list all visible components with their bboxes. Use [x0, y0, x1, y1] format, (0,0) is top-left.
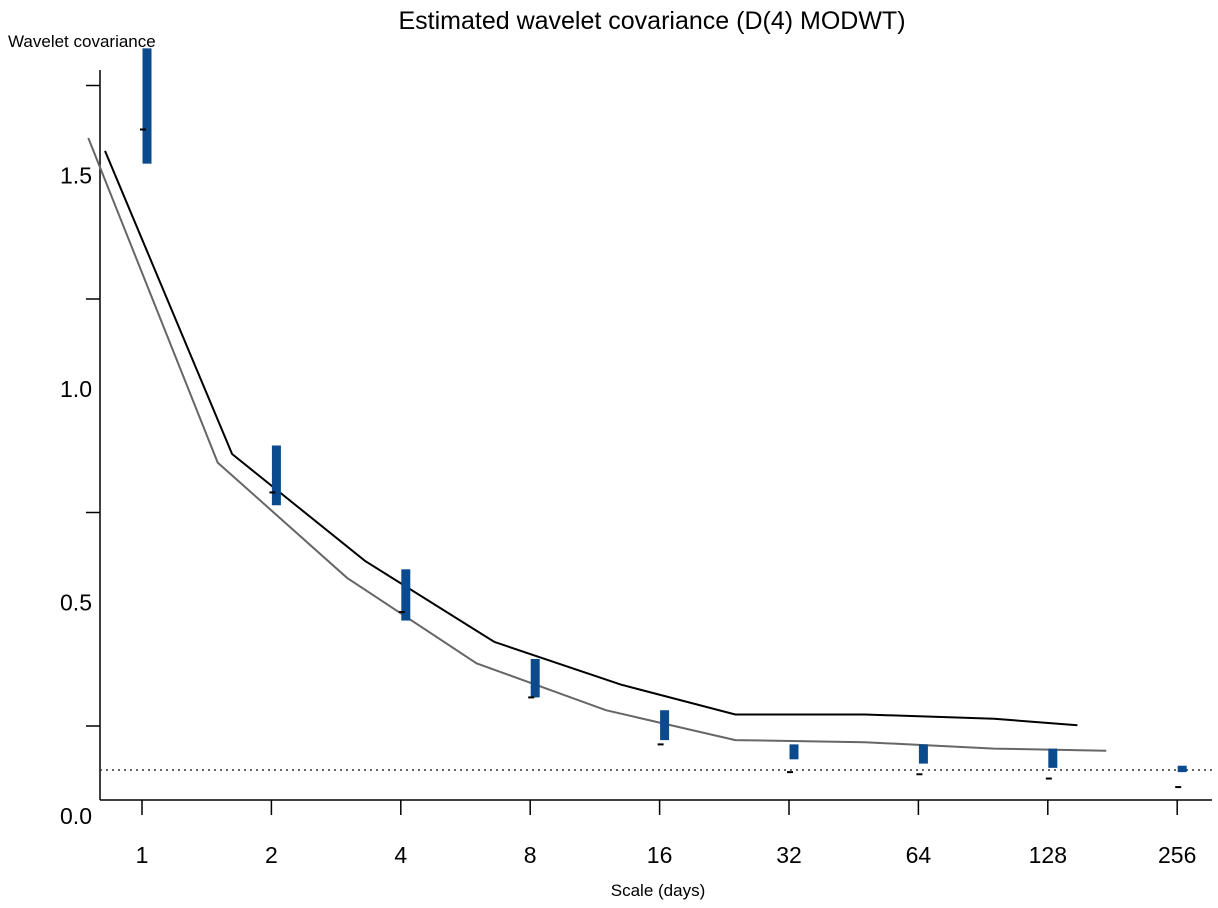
interval-bar — [530, 658, 540, 698]
interval-bar — [1177, 765, 1187, 773]
y-tick-label: 1.0 — [60, 376, 92, 402]
interval-bar — [660, 710, 670, 741]
interval-bar — [271, 445, 281, 506]
interval-bar — [918, 744, 928, 764]
x-tick-label: 16 — [647, 842, 673, 868]
x-axis-label: Scale (days) — [611, 881, 705, 900]
x-tick-label: 2 — [265, 842, 278, 868]
y-axis-label: Wavelet covariance — [8, 32, 156, 51]
point-estimates — [140, 128, 1182, 789]
interval-bar — [1048, 748, 1058, 768]
interval-bar — [142, 48, 152, 164]
series-lines — [87, 137, 1107, 752]
interval-bar — [401, 569, 411, 621]
x-tick-label: 128 — [1029, 842, 1067, 868]
series-line-1 — [87, 137, 1107, 752]
y-tick-label: 0.5 — [60, 590, 92, 616]
interval-bars — [142, 48, 1187, 773]
interval-bar — [789, 744, 799, 760]
y-ticks: 0.0 0.5 1.0 1.5 — [60, 84, 100, 829]
x-tick-label: 1 — [136, 842, 149, 868]
x-ticks: 1 2 4 8 16 32 64 128 256 — [136, 800, 1196, 868]
x-tick-label: 64 — [906, 842, 932, 868]
y-tick-label: 0.0 — [60, 803, 92, 829]
x-tick-label: 32 — [776, 842, 802, 868]
y-tick-label: 1.5 — [60, 163, 92, 189]
x-tick-label: 8 — [524, 842, 537, 868]
x-tick-label: 256 — [1158, 842, 1196, 868]
chart-title: Estimated wavelet covariance (D(4) MODWT… — [398, 7, 905, 35]
series-line-2 — [104, 150, 1078, 727]
x-tick-label: 4 — [394, 842, 407, 868]
